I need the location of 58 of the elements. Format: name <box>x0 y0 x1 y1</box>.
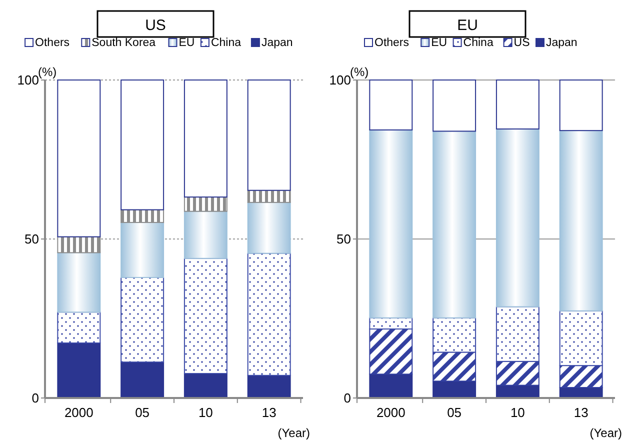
bar <box>120 276 164 363</box>
bar <box>369 129 413 318</box>
bar <box>184 373 228 398</box>
bar <box>184 80 228 198</box>
y-axis-title: (%) <box>38 65 57 79</box>
y-tick-label: 50 <box>24 232 39 246</box>
bar <box>120 209 164 223</box>
x-tick-label: 13 <box>574 405 588 420</box>
bar <box>247 190 291 203</box>
bar <box>559 80 603 132</box>
bar <box>57 236 101 254</box>
y-axis-title: (%) <box>350 65 369 79</box>
legend-label: China <box>210 37 242 49</box>
bar <box>496 80 540 130</box>
legend-label: Others <box>35 37 70 49</box>
y-tick-label: 50 <box>336 232 351 246</box>
x-tick-label: 13 <box>262 405 276 420</box>
x-tick-label: 05 <box>135 405 150 420</box>
x-tick-label: 2000 <box>64 405 94 420</box>
bar <box>369 374 413 398</box>
legend-label: EU <box>431 37 448 49</box>
bar <box>184 210 228 259</box>
x-tick-label: 10 <box>198 405 213 420</box>
x-axis-title: (Year) <box>590 426 622 440</box>
chart-title: US <box>145 17 166 34</box>
bar <box>120 222 164 278</box>
bar <box>247 252 291 376</box>
legend-label: Others <box>374 37 410 49</box>
x-tick-label: 10 <box>510 405 525 420</box>
bar <box>184 258 228 374</box>
bar <box>369 80 413 130</box>
bar <box>57 312 101 344</box>
bar <box>247 202 291 254</box>
bar <box>496 128 540 308</box>
x-tick-label: 2000 <box>376 405 406 420</box>
bar <box>432 130 476 318</box>
legend-label: US <box>514 37 530 49</box>
y-tick-label: 100 <box>17 72 39 88</box>
y-tick-label: 100 <box>329 72 351 88</box>
legend-label: Japan <box>546 37 578 49</box>
bar <box>559 130 603 312</box>
y-tick-label: 0 <box>344 390 351 406</box>
bar <box>432 80 476 132</box>
bar <box>247 80 291 191</box>
bar <box>57 342 101 398</box>
legend-label: South Korea <box>92 37 156 49</box>
bar <box>120 80 164 210</box>
bar <box>57 252 101 313</box>
legend-label: EU <box>178 37 195 49</box>
bar <box>184 196 228 212</box>
chart-title: EU <box>457 17 478 34</box>
legend-label: Japan <box>261 37 293 49</box>
x-axis-title: (Year) <box>278 426 310 440</box>
legend-label: China <box>463 37 494 49</box>
y-tick-label: 0 <box>32 390 39 406</box>
x-tick-label: 05 <box>447 405 462 420</box>
bar <box>120 362 164 398</box>
bar <box>57 80 101 238</box>
